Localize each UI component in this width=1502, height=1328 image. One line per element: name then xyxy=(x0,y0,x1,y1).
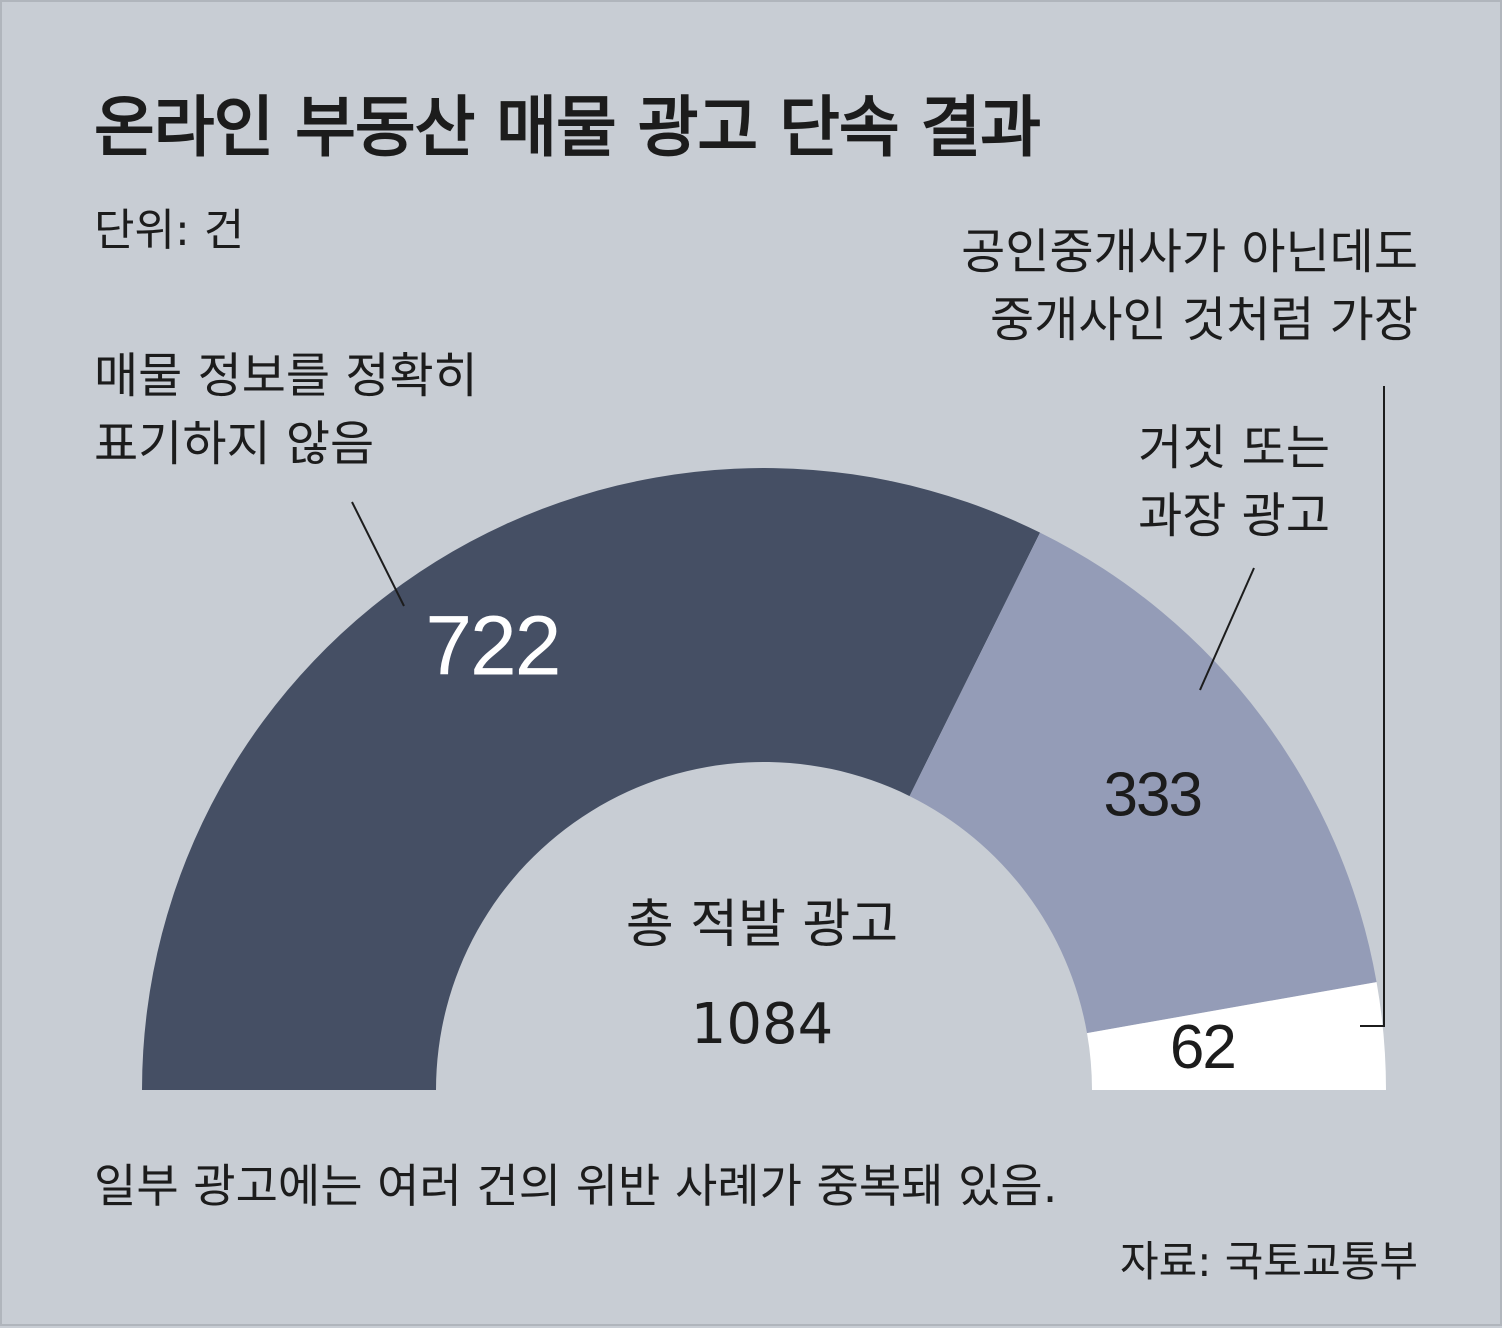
value-label-impersonation: 62 xyxy=(1170,1013,1235,1082)
source-label: 자료: 국토교통부 xyxy=(1120,1237,1418,1286)
leader-line-impersonation xyxy=(1360,386,1385,1027)
center-total: 1084 xyxy=(690,992,834,1057)
slice-inaccurate-info xyxy=(142,467,1041,1090)
category-label-impersonation: 공인중개사가 아닌데도 중개사인 것처럼 가장 xyxy=(961,218,1418,354)
slice-false-ads xyxy=(909,532,1377,1034)
category-label-line: 중개사인 것처럼 가장 xyxy=(990,292,1418,348)
unit-label: 단위: 건 xyxy=(94,205,245,256)
center-label: 총 적발 광고 xyxy=(625,895,899,955)
slice-impersonation xyxy=(1087,982,1386,1090)
category-label-line: 공인중개사가 아닌데도 xyxy=(961,224,1418,280)
value-label-false-ads: 333 xyxy=(1104,761,1201,830)
category-label-line: 거짓 또는 xyxy=(1138,420,1330,476)
leader-line-false-ads xyxy=(1199,567,1255,691)
chart-title: 온라인 부동산 매물 광고 단속 결과 xyxy=(94,89,1041,166)
category-label-line: 표기하지 않음 xyxy=(94,416,375,472)
category-label-line: 과장 광고 xyxy=(1138,488,1330,544)
category-label-inaccurate-info: 매물 정보를 정확히 표기하지 않음 xyxy=(94,342,478,478)
value-label-inaccurate-info: 722 xyxy=(425,599,559,693)
category-label-line: 매물 정보를 정확히 xyxy=(94,348,478,404)
category-label-false-ads: 거짓 또는 과장 광고 xyxy=(1138,414,1330,550)
leader-line-inaccurate-info xyxy=(351,501,405,607)
footnote: 일부 광고에는 여러 건의 위반 사례가 중복돼 있음. xyxy=(94,1159,1058,1213)
